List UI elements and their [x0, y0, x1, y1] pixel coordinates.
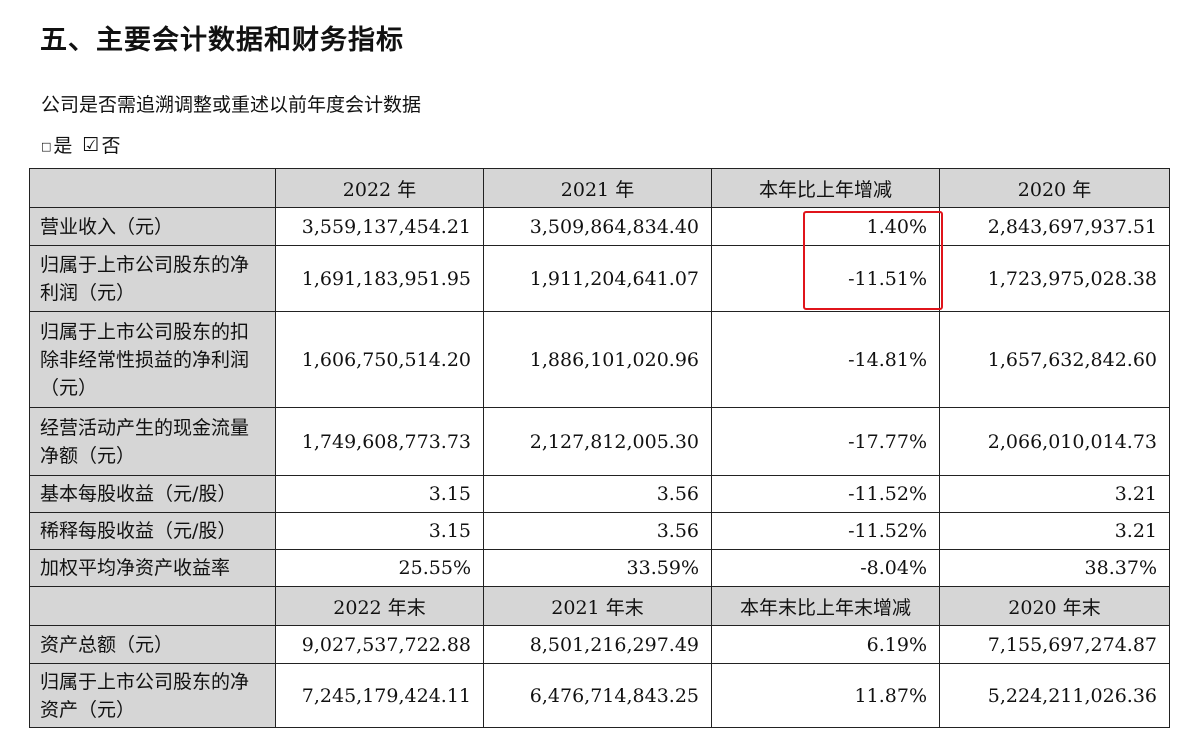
value-cell: 2,066,010,014.73 [939, 407, 1170, 476]
change-cell: -8.04% [711, 549, 940, 587]
table-row: 加权平均净资产收益率 25.55% 33.59% -8.04% 38.37% [29, 549, 1170, 587]
value-cell: 7,155,697,274.87 [939, 625, 1170, 664]
option-no-label: 否 [101, 135, 121, 157]
restatement-options: □ 是 ☑ 否 [41, 131, 130, 158]
value-cell: 6,476,714,843.25 [483, 663, 712, 728]
value-cell: 3.21 [939, 475, 1170, 513]
table-row: 归属于上市公司股东的扣除非经常性损益的净利润（元） 1,606,750,514.… [29, 311, 1170, 408]
row-label: 稀释每股收益（元/股） [29, 512, 276, 550]
financial-indicators-table: 2022 年 2021 年 本年比上年增减 2020 年 营业收入（元） 3,5… [29, 168, 1170, 728]
row-label: 经营活动产生的现金流量净额（元） [29, 407, 276, 476]
header-cell: 2020 年 [939, 168, 1170, 208]
table-row: 基本每股收益（元/股） 3.15 3.56 -11.52% 3.21 [29, 475, 1170, 513]
header-cell: 2022 年 [275, 168, 484, 208]
table-row: 稀释每股收益（元/股） 3.15 3.56 -11.52% 3.21 [29, 512, 1170, 550]
value-cell: 1,886,101,020.96 [483, 311, 712, 408]
value-cell: 9,027,537,722.88 [275, 625, 484, 664]
header-cell: 2021 年末 [483, 586, 712, 626]
table-row: 经营活动产生的现金流量净额（元） 1,749,608,773.73 2,127,… [29, 407, 1170, 476]
value-cell: 3.56 [483, 512, 712, 550]
row-label: 归属于上市公司股东的净资产（元） [29, 663, 276, 728]
row-label: 加权平均净资产收益率 [29, 549, 276, 587]
value-cell: 1,723,975,028.38 [939, 245, 1170, 312]
header-cell: 2021 年 [483, 168, 712, 208]
row-label: 基本每股收益（元/股） [29, 475, 276, 513]
change-cell: -14.81% [711, 311, 940, 408]
unchecked-box-icon: □ [41, 140, 52, 153]
value-cell: 3,509,864,834.40 [483, 207, 712, 246]
row-label: 归属于上市公司股东的扣除非经常性损益的净利润（元） [29, 311, 276, 408]
value-cell: 7,245,179,424.11 [275, 663, 484, 728]
change-cell: -17.77% [711, 407, 940, 476]
value-cell: 1,657,632,842.60 [939, 311, 1170, 408]
value-cell: 2,843,697,937.51 [939, 207, 1170, 246]
change-cell: -11.52% [711, 475, 940, 513]
row-label: 资产总额（元） [29, 625, 276, 664]
value-cell: 3.21 [939, 512, 1170, 550]
header-corner-cell [29, 586, 276, 626]
change-cell: -11.51% [711, 245, 940, 312]
header-cell: 2020 年末 [939, 586, 1170, 626]
table-header-row: 2022 年 2021 年 本年比上年增减 2020 年 [29, 168, 1170, 208]
table-row: 归属于上市公司股东的净资产（元） 7,245,179,424.11 6,476,… [29, 663, 1170, 728]
value-cell: 1,749,608,773.73 [275, 407, 484, 476]
header-corner-cell [29, 168, 276, 208]
table-row: 资产总额（元） 9,027,537,722.88 8,501,216,297.4… [29, 625, 1170, 664]
change-cell: 11.87% [711, 663, 940, 728]
change-cell: -11.52% [711, 512, 940, 550]
value-cell: 3.15 [275, 512, 484, 550]
value-cell: 1,911,204,641.07 [483, 245, 712, 312]
table-row: 营业收入（元） 3,559,137,454.21 3,509,864,834.4… [29, 207, 1170, 246]
option-yes-label: 是 [53, 135, 73, 157]
value-cell: 33.59% [483, 549, 712, 587]
value-cell: 1,606,750,514.20 [275, 311, 484, 408]
row-label: 营业收入（元） [29, 207, 276, 246]
restatement-question: 公司是否需追溯调整或重述以前年度会计数据 [41, 94, 422, 116]
section-title: 五、主要会计数据和财务指标 [40, 25, 404, 56]
change-cell: 1.40% [711, 207, 940, 246]
row-label: 归属于上市公司股东的净利润（元） [29, 245, 276, 312]
value-cell: 38.37% [939, 549, 1170, 587]
header-cell: 本年末比上年末增减 [711, 586, 940, 626]
value-cell: 25.55% [275, 549, 484, 587]
value-cell: 3.15 [275, 475, 484, 513]
value-cell: 1,691,183,951.95 [275, 245, 484, 312]
table-row: 归属于上市公司股东的净利润（元） 1,691,183,951.95 1,911,… [29, 245, 1170, 312]
table-header-row: 2022 年末 2021 年末 本年末比上年末增减 2020 年末 [29, 586, 1170, 626]
header-cell: 本年比上年增减 [711, 168, 940, 208]
value-cell: 3,559,137,454.21 [275, 207, 484, 246]
value-cell: 5,224,211,026.36 [939, 663, 1170, 728]
checked-box-icon: ☑ [82, 133, 100, 156]
header-cell: 2022 年末 [275, 586, 484, 626]
value-cell: 2,127,812,005.30 [483, 407, 712, 476]
value-cell: 3.56 [483, 475, 712, 513]
change-cell: 6.19% [711, 625, 940, 664]
value-cell: 8,501,216,297.49 [483, 625, 712, 664]
